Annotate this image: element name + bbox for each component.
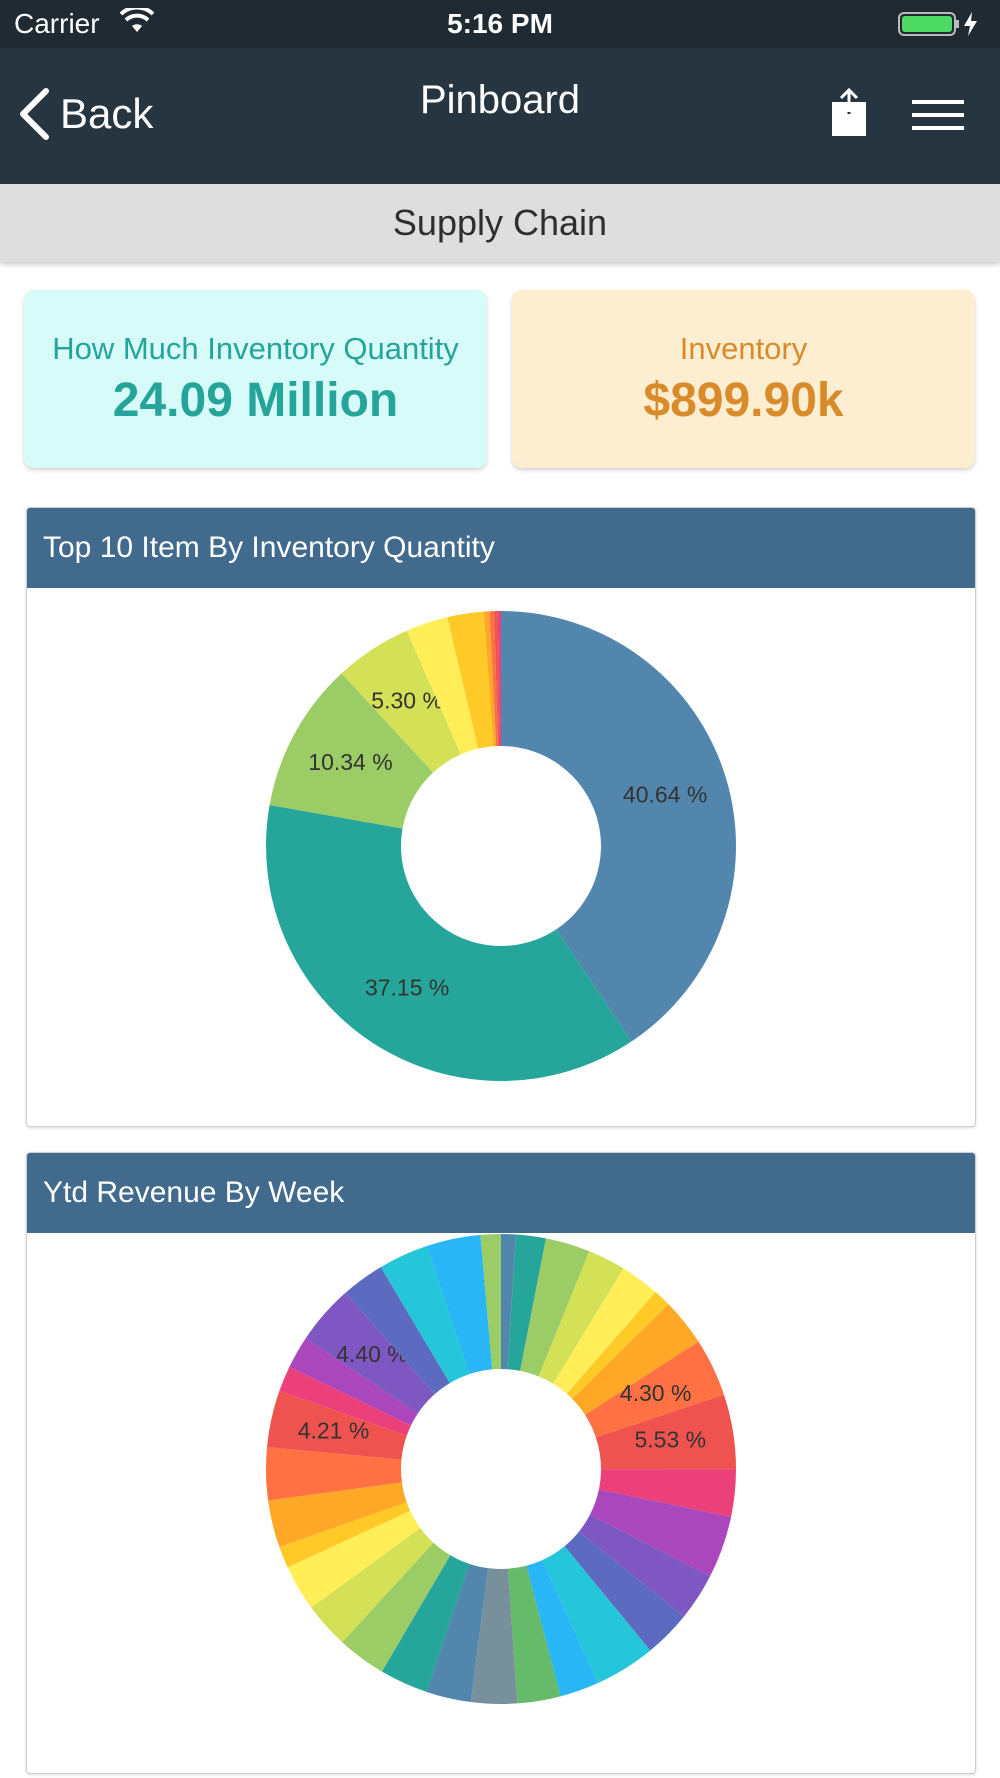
donut-slice[interactable] [483,611,497,747]
donut-slice[interactable] [589,1489,732,1577]
donut-slice[interactable] [279,1502,411,1568]
donut-slice[interactable] [269,673,434,829]
donut-slice[interactable] [520,1238,590,1377]
kpi-label: How Much Inventory Quantity [52,330,459,366]
clock: 5:16 PM [447,8,553,39]
pinboard-name: Supply Chain [0,184,1000,262]
donut-slice[interactable] [289,1338,418,1426]
donut-slice[interactable] [507,1565,561,1704]
donut-slice[interactable] [426,1563,489,1703]
donut-slice[interactable] [566,1292,669,1399]
slice-percent-label: 37.15 % [365,975,449,1001]
slice-percent-label: 5.30 % [371,688,443,714]
slice-percent-label: 4.21 % [298,1417,370,1443]
donut-slice[interactable] [406,617,479,755]
battery-icon [898,12,977,36]
status-bar: Carrier 5:16 PM [0,0,1000,48]
donut-slice[interactable] [564,1531,684,1651]
donut-slice[interactable] [311,1527,434,1643]
donut-slice[interactable] [526,1560,599,1697]
donut-slice[interactable] [279,1366,411,1436]
donut-slice[interactable] [267,1390,407,1460]
slice-percent-label: 40.64 % [623,781,707,807]
navigation-bar: Back Pinboard [0,48,1000,184]
donut-slice[interactable] [265,805,632,1081]
kpi-value: 24.09 Million [112,373,399,427]
donut-slice[interactable] [268,1482,407,1548]
carrier-label: Carrier [14,8,100,39]
donut-slice[interactable] [447,611,494,749]
slice-percent-label: 10.34 % [308,749,392,775]
donut-slice[interactable] [480,1234,501,1370]
donut-slice[interactable] [501,611,736,1042]
donut-slice[interactable] [287,1510,421,1608]
donut-slice[interactable] [381,1555,470,1692]
chevron-left-icon [20,88,49,140]
chart-card-ytd-revenue[interactable]: Ytd Revenue By Week 4.30 % 5.53 % 4.21 % 4.… [26,1152,976,1774]
kpi-value: $899.90k [643,373,844,427]
donut-slice[interactable] [542,1546,651,1684]
kpi-inventory[interactable]: Inventory $899.90k [512,290,975,468]
donut-slice[interactable] [497,611,501,747]
kpi-inventory-quantity[interactable]: How Much Inventory Quantity 24.09 Millio… [24,290,487,468]
donut-slice[interactable] [578,1514,711,1617]
donut-slice[interactable] [538,1251,624,1384]
donut-slice[interactable] [345,1267,450,1395]
donut-chart-ytd-revenue[interactable]: 4.30 %5.53 %4.21 %4.40 % [27,1233,975,1773]
donut-slice[interactable] [341,630,461,773]
donut-slice[interactable] [598,1469,736,1517]
donut-slice[interactable] [494,611,500,747]
donut-slice[interactable] [572,1304,699,1415]
slice-percent-label: 4.30 % [620,1380,692,1406]
kpi-label: Inventory [679,330,808,366]
donut-slice[interactable] [426,1234,493,1375]
donut-slice[interactable] [585,1341,724,1438]
chart-title: Top 10 Item By Inventory Quantity [27,508,975,588]
donut-slice[interactable] [470,1568,518,1704]
share-icon[interactable] [826,88,872,138]
back-label: Back [60,90,154,137]
donut-slice[interactable] [553,1268,656,1394]
chart-title: Ytd Revenue By Week [27,1153,975,1233]
donut-slice[interactable] [342,1542,451,1672]
donut-slice[interactable] [305,1292,435,1414]
back-button[interactable]: Back [18,88,153,140]
donut-chart-top-10-items[interactable]: 40.64 % 37.15 % 10.34 % 5.30 % [27,588,975,1126]
donut-slice[interactable] [489,611,499,747]
donut-slice[interactable] [507,1234,546,1371]
chart-card-top-10-items[interactable]: Top 10 Item By Inventory Quantity 40.64 … [26,507,976,1127]
slice-percent-label: 5.53 % [634,1427,706,1453]
donut-slice[interactable] [380,1246,470,1384]
hamburger-menu-icon[interactable] [910,98,966,134]
donut-slice[interactable] [501,1234,517,1370]
donut-slice[interactable] [595,1394,736,1470]
wifi-icon [120,8,154,32]
donut-slice[interactable] [266,1447,402,1501]
